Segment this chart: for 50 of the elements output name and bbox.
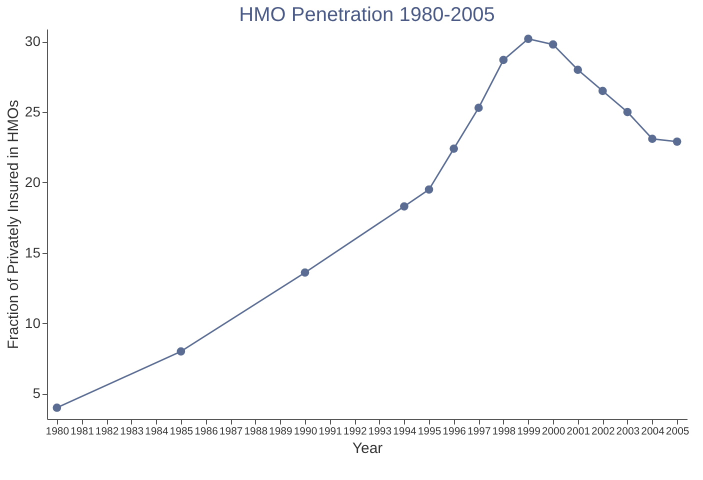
x-tick-label: 1992 <box>343 426 367 438</box>
x-tick-label: 1999 <box>517 426 541 438</box>
x-tick-label: 1994 <box>393 426 417 438</box>
point <box>400 202 408 211</box>
point <box>648 134 656 143</box>
x-tick-label: 1982 <box>95 426 119 438</box>
y-tick-label: 20 <box>24 174 41 190</box>
point <box>623 108 632 116</box>
y-tick-label: 25 <box>24 104 41 120</box>
x-tick-label: 1997 <box>467 426 491 438</box>
x-tick-label: 2001 <box>566 426 590 438</box>
x-tick-label: 2003 <box>616 426 640 438</box>
x-tick-label: 2005 <box>666 426 690 438</box>
x-tick-label: 1984 <box>144 426 168 438</box>
x-tick-label: 1980 <box>46 426 70 438</box>
point <box>499 56 508 64</box>
x-tick-label: 1987 <box>219 426 243 438</box>
point <box>548 40 558 49</box>
y-axis-title: Fraction of Privately Insured in HMOs <box>4 100 22 350</box>
x-tick-label: 1989 <box>269 426 293 438</box>
x-tick-label: 1986 <box>194 426 218 438</box>
x-tick-label: 1995 <box>418 426 442 438</box>
point <box>424 185 434 194</box>
point <box>598 86 607 96</box>
x-tick-label: 1998 <box>492 426 516 438</box>
y-tick-label: 10 <box>24 314 41 331</box>
x-tick-label: 1991 <box>318 426 342 438</box>
chart-title: HMO Penetration 1980-2005 <box>239 4 495 26</box>
point <box>300 268 310 277</box>
x-tick-label: 1996 <box>442 426 466 438</box>
point <box>474 104 483 112</box>
x-tick-label: 1993 <box>368 426 392 438</box>
point <box>176 347 186 356</box>
point <box>524 34 532 44</box>
y-tick-label: 15 <box>24 244 41 260</box>
x-tick-label: 1990 <box>294 426 318 438</box>
point <box>450 144 458 153</box>
y-tick-label: 30 <box>24 33 41 50</box>
y-tick-label: 5 <box>32 385 41 402</box>
x-tick-label: 2000 <box>542 426 566 438</box>
x-tick-label: 1983 <box>120 426 144 438</box>
point <box>52 404 62 412</box>
point <box>574 66 582 74</box>
x-axis-title: Year <box>352 440 383 457</box>
x-tick-label: 1988 <box>244 426 268 438</box>
point <box>672 137 682 146</box>
x-tick-label: 2004 <box>641 426 665 438</box>
x-tick-label: 1981 <box>70 426 94 438</box>
x-tick-label: 2002 <box>591 426 615 438</box>
x-tick-label: 1985 <box>170 426 194 438</box>
